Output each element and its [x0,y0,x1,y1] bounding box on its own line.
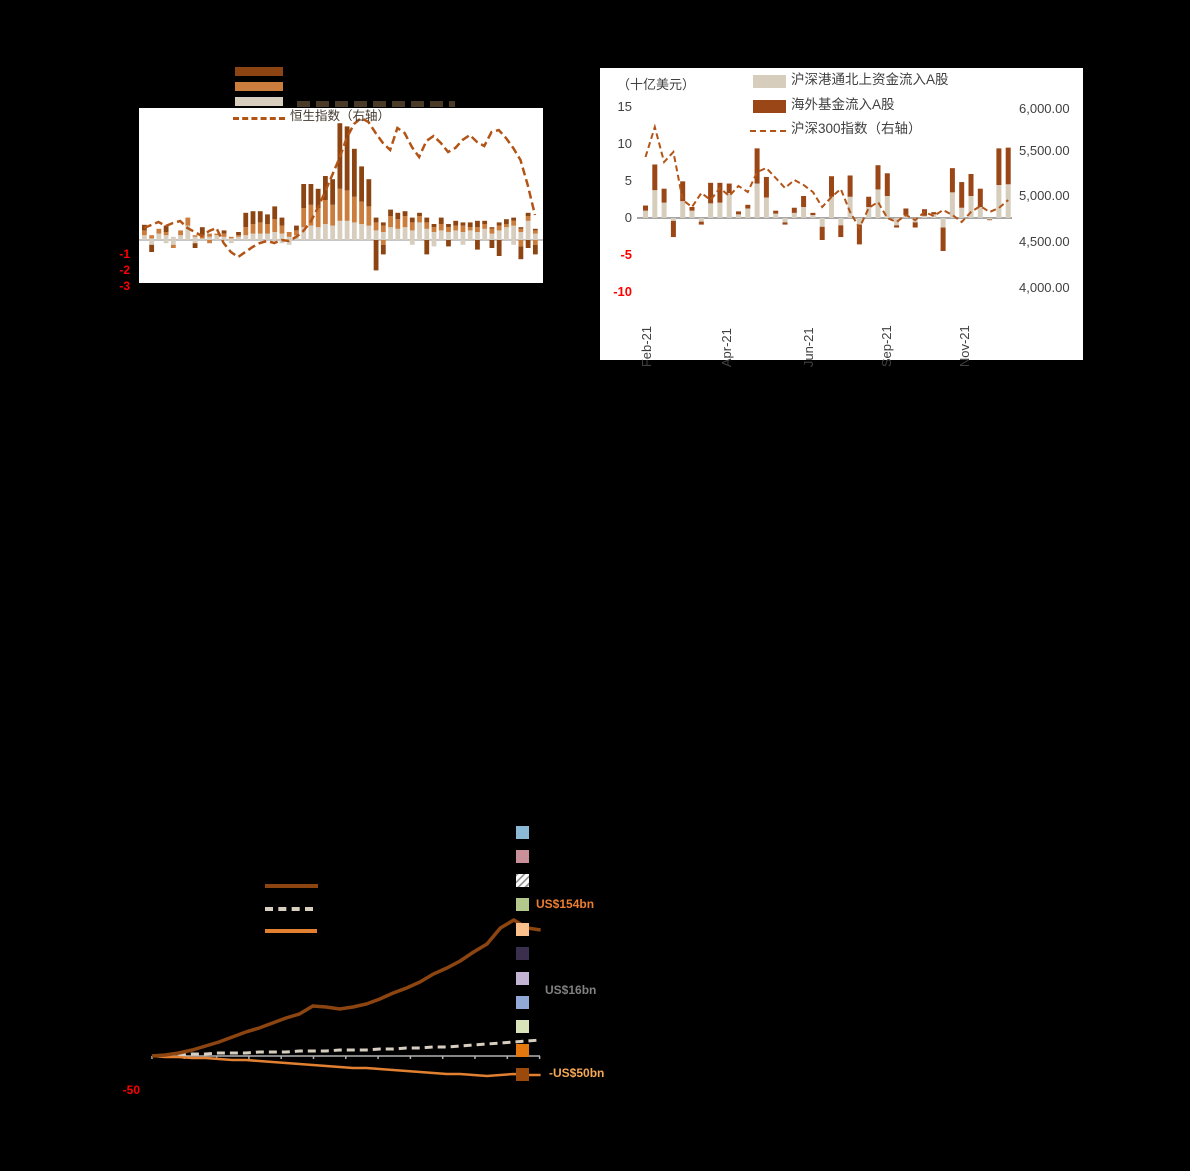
y-axis-tick: -1 [119,247,130,261]
y-axis-tick: -5 [620,247,632,262]
chart-relative-performance: ✕ [600,790,1190,1130]
y2-axis-tick: 5,500.00 [1019,143,1070,158]
legend-swatch-beige [753,75,786,88]
y2-axis-tick: 6,000.00 [1019,101,1070,116]
legend-swatch-beige [235,97,283,106]
legend-dash-swatch-hsi [233,117,285,120]
legend-color-swatch [516,898,529,911]
chart-a-share-flows: （十亿美元） 沪深港通北上资金流入A股 海外基金流入A股 沪深300指数（右轴）… [600,68,1083,367]
y-axis-tick: -3 [119,279,130,293]
y2-axis-tick: 4,000.00 [1019,280,1070,295]
legend-swatch-brown-line [265,884,318,888]
y-axis-tick: 15 [617,99,632,114]
legend-color-swatch [516,1044,529,1057]
legend-color-swatch [516,874,529,887]
hk-flows-plot [139,116,543,271]
y-axis-tick: 0 [624,210,632,225]
y2-axis-tick: 4,500.00 [1019,234,1070,249]
y2-axis-tick: 5,000.00 [1019,188,1070,203]
y-axis-tick: 5 [624,173,632,188]
y-axis-tick: -50 [122,1083,140,1097]
legend-swatch-orange-line [265,929,317,933]
legend-label: 海外基金流入A股 [791,97,895,112]
cumulative-flows-plot [151,917,541,1078]
legend-color-swatch [516,1020,529,1033]
y-axis-tick: -10 [613,284,632,299]
legend-color-swatch [516,996,529,1009]
chart-sector-bars: (5.0) (10.0) (0.0) (2.4) (3.2) (5.5) [600,440,1190,700]
legend-swatch-brown [235,67,283,76]
series-annotation: US$154bn [536,897,595,911]
series-annotation: US$16bn [545,983,597,997]
legend-color-swatch [516,1068,529,1081]
legend-color-swatch [516,947,529,960]
chart-weekly-stacked-flows [0,790,600,1120]
legend-label-hsi: 恒生指数（右轴） [290,109,391,123]
chart-cumulative-flows: US$154bn US$16bn -US$50bn -50 [0,420,604,1097]
legend-label: 沪深港通北上资金流入A股 [791,72,949,87]
y-axis-tick: 10 [617,136,632,151]
legend-color-swatch [516,923,529,936]
legend-dash-swatch-csi300 [750,130,786,132]
legend-swatch-beige-dashed [265,907,313,911]
axis-unit-label: （十亿美元） [617,77,696,92]
legend-color-swatch [516,850,529,863]
legend-color-swatch [516,972,529,985]
y-axis-tick: -2 [119,263,130,277]
series-annotation: -US$50bn [549,1066,605,1080]
legend-swatch-brown [753,100,786,113]
legend-color-swatch [516,826,529,839]
legend-label: 沪深300指数（右轴） [791,121,922,136]
chart-hk-flows: 恒生指数（右轴） -1 -2 -3 [0,0,560,300]
legend-cutoff-text-fragment [297,101,455,107]
a-share-flows-plot [637,123,1012,251]
legend-swatch-orange [235,82,283,91]
